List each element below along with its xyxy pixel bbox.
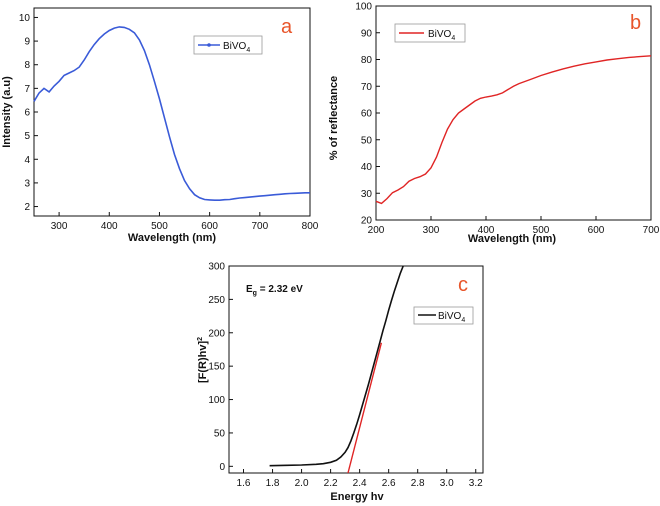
panel-a-ytick-label: 10: [19, 13, 31, 24]
panel-b: 200 300 400 500 600 700 20 30 40 50 60 70 80 90 100 Wa…: [328, 2, 660, 246]
panel-b-ytick-label: 20: [361, 216, 373, 227]
panel-a-ytick-label: 3: [24, 178, 30, 189]
panel-c-xlabel: Energy hv: [330, 491, 384, 503]
panel-c-xtick-label: 3.0: [440, 478, 454, 489]
panel-a-ytick-label: 9: [24, 37, 30, 48]
panel-a-xtick-label: 800: [302, 221, 319, 232]
panel-a-ytick-label: 5: [24, 131, 30, 142]
panel-b-ytick-label: 80: [361, 55, 373, 66]
panel-b-ytick-label: 30: [361, 189, 373, 200]
panel-a-series-line: [33, 26, 310, 201]
panel-c-legend-box: [413, 306, 474, 325]
panel-b-ytick-label: 70: [361, 82, 373, 93]
panel-c-xtick-label: 2.8: [411, 478, 425, 489]
panel-a-ytick-label: 7: [24, 84, 30, 95]
panel-a-xtick-label: 700: [251, 221, 268, 232]
panel-c-xtick-label: 1.6: [237, 478, 251, 489]
panel-a-letter: a: [281, 16, 293, 38]
panel-c-ylabel: [F(R)hv]2: [197, 337, 209, 383]
panel-b-ylabel: % of reflectance: [328, 76, 340, 160]
panel-a-plot-frame: [33, 7, 311, 217]
panel-b-xtick-label: 500: [533, 225, 550, 236]
panel-a-legend-label: BiVO4: [223, 41, 250, 54]
panel-c-legend: BiVO4: [413, 306, 474, 325]
panel-c-legend-label: BiVO4: [438, 311, 465, 324]
panel-a-legend-box: [193, 35, 263, 55]
panel-c-ytick-label: 0: [219, 462, 225, 473]
panel-c-ytick-label: 100: [208, 395, 225, 406]
panel-c: 1.6 1.8 2.0 2.2 2.4 2.6 2.8 3.0 3.2 0 50 100 150 200 2…: [197, 262, 484, 503]
panel-b-xtick-label: 300: [423, 225, 440, 236]
panel-b-xtick-label: 700: [643, 225, 660, 236]
panel-a: 300 400 500 600 700 800 2 3 4 5 6 7 8 9 10 Wavelength …: [1, 7, 319, 244]
panel-b-xtick-label: 600: [588, 225, 605, 236]
panel-b-xlabel: Wavelength (nm): [468, 233, 557, 245]
panel-c-plot-frame: [228, 265, 484, 474]
panel-a-xlabel: Wavelength (nm): [128, 232, 217, 244]
panel-a-ytick-label: 2: [24, 202, 30, 213]
panel-b-ytick-label: 60: [361, 109, 373, 120]
panel-a-xtick-label: 600: [201, 221, 218, 232]
panel-a-legend-marker: [207, 43, 211, 47]
panel-c-ytick-label: 50: [214, 428, 226, 439]
panel-a-ytick-label: 8: [24, 60, 30, 71]
panel-c-xtick-label: 2.4: [353, 478, 367, 489]
panel-b-legend-box: [394, 23, 466, 43]
panel-c-ytick-label: 200: [208, 328, 225, 339]
panel-c-ytick-label: 150: [208, 362, 225, 373]
panel-a-ytick-label: 4: [24, 155, 30, 166]
panel-b-legend-label: BiVO4: [428, 29, 455, 42]
panel-c-ticks: 1.6 1.8 2.0 2.2 2.4 2.6 2.8 3.0 3.2 0 50 100 150 200 2…: [208, 262, 483, 490]
panel-b-letter: b: [630, 12, 641, 34]
panel-c-series-line: [269, 265, 404, 467]
panel-a-xtick-label: 400: [101, 221, 118, 232]
panel-c-xtick-label: 2.0: [295, 478, 309, 489]
panel-c-annotation: Eg = 2.32 eV: [246, 284, 303, 297]
panel-c-xtick-label: 3.2: [469, 478, 483, 489]
panel-b-ytick-label: 40: [361, 162, 373, 173]
panel-a-ylabel: Intensity (a.u): [1, 76, 13, 148]
panel-a-xtick-label: 500: [151, 221, 168, 232]
panel-a-ytick-label: 6: [24, 108, 30, 119]
panel-b-legend: BiVO4: [394, 23, 466, 43]
panel-c-xtick-label: 2.6: [382, 478, 396, 489]
panel-c-xtick-label: 2.2: [324, 478, 338, 489]
panel-b-ytick-label: 90: [361, 28, 373, 39]
panel-c-xtick-label: 1.8: [266, 478, 280, 489]
panel-a-ticks: 300 400 500 600 700 800 2 3 4 5 6 7 8 9 10: [19, 13, 319, 232]
panel-a-xtick-label: 300: [51, 221, 68, 232]
panel-b-xtick-label: 200: [368, 225, 385, 236]
panel-c-letter: c: [458, 274, 468, 296]
panel-b-series-line: [375, 55, 652, 205]
panel-b-ytick-label: 100: [355, 2, 372, 13]
panel-b-xtick-label: 400: [478, 225, 495, 236]
panel-b-ticks: 200 300 400 500 600 700 20 30 40 50 60 70 80 90 100: [355, 2, 659, 237]
panel-c-ytick-label: 300: [208, 262, 225, 273]
panel-c-ytick-label: 250: [208, 295, 225, 306]
panel-c-fit-line: [347, 342, 383, 474]
panel-b-ytick-label: 50: [361, 135, 373, 146]
panel-a-legend: BiVO4: [193, 35, 263, 55]
